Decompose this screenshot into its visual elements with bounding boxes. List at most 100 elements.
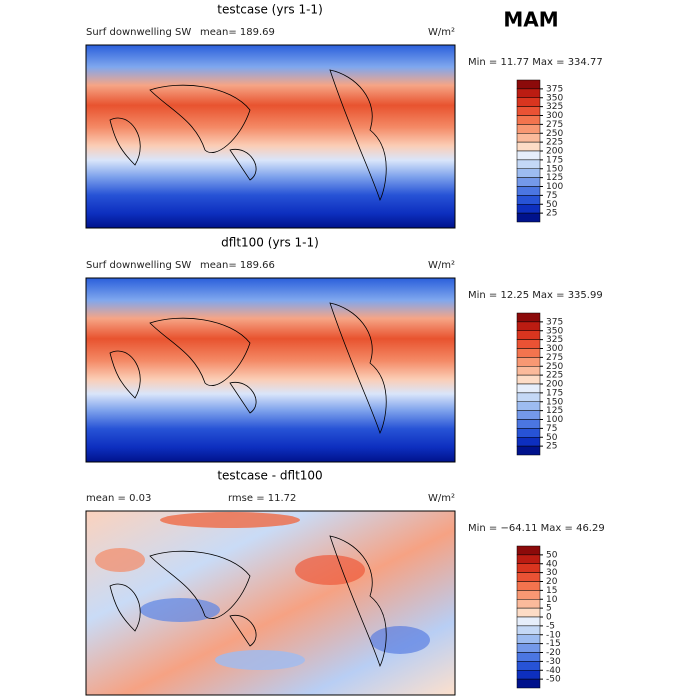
colorbar-box — [516, 177, 541, 187]
colorbar-label: 50 — [546, 200, 558, 210]
left-label: Surf downwelling SW — [86, 260, 191, 271]
colorbar-box — [516, 374, 541, 385]
colorbar-box — [516, 437, 541, 447]
colorbar-label: 325 — [546, 335, 563, 345]
colorbar-box — [516, 590, 541, 600]
map-2 — [85, 277, 456, 463]
colorbar-label: 50 — [546, 550, 558, 560]
center-label: mean= 189.69 — [200, 27, 275, 38]
colorbar-box — [516, 339, 541, 349]
colorbar-box — [516, 348, 541, 358]
colorbar-box — [516, 625, 541, 635]
units: W/m² — [428, 493, 455, 504]
colorbar-label: 30 — [546, 568, 558, 578]
colorbar-box — [516, 572, 541, 582]
stats: Min = 12.25 Max = 335.99 — [468, 290, 603, 301]
units: W/m² — [428, 260, 455, 271]
colorbar-box — [516, 195, 541, 205]
map-3 — [85, 510, 456, 696]
colorbar-box — [516, 616, 541, 627]
colorbar-box — [516, 563, 541, 573]
colorbar-box — [516, 186, 541, 196]
colorbar-label: 350 — [546, 326, 563, 336]
colorbar-box — [516, 428, 541, 438]
colorbar-box — [516, 383, 541, 394]
colorbar-box — [516, 330, 541, 340]
colorbar-label: -30 — [546, 657, 561, 667]
stats: Min = −64.11 Max = 46.29 — [468, 523, 605, 534]
colorbar-label: 150 — [546, 164, 563, 174]
stats: Min = 11.77 Max = 334.77 — [468, 57, 603, 68]
colorbar-label: 325 — [546, 102, 563, 112]
colorbar-label: 100 — [546, 415, 563, 425]
colorbar-label: 40 — [546, 559, 558, 569]
colorbar-box — [516, 366, 541, 376]
colorbar-box — [516, 545, 541, 556]
colorbar-label: 0 — [546, 613, 552, 623]
colorbar-label: 250 — [546, 129, 563, 139]
colorbar-box — [516, 212, 541, 223]
colorbar-box — [516, 445, 541, 456]
colorbar-box — [516, 643, 541, 653]
colorbar-box — [516, 106, 541, 116]
colorbar-box — [516, 204, 541, 214]
colorbar-box — [516, 357, 541, 367]
colorbar-box — [516, 670, 541, 680]
colorbar-box — [516, 168, 541, 178]
colorbar-label: 175 — [546, 155, 563, 165]
colorbar-box — [516, 410, 541, 420]
colorbar-box — [516, 312, 541, 323]
colorbar-box — [516, 124, 541, 134]
colorbar-label: -15 — [546, 639, 561, 649]
colorbar-box — [516, 661, 541, 671]
colorbar-label: 225 — [546, 138, 563, 148]
colorbar-box — [516, 607, 541, 618]
colorbar-label: 10 — [546, 595, 558, 605]
colorbar-label: 125 — [546, 173, 563, 183]
colorbar-label: 125 — [546, 406, 563, 416]
colorbar-label: -40 — [546, 666, 561, 676]
colorbar-label: 150 — [546, 397, 563, 407]
colorbar-label: 200 — [546, 380, 563, 390]
colorbar-label: 225 — [546, 371, 563, 381]
colorbar-label: -5 — [546, 621, 555, 631]
colorbar-label: 350 — [546, 93, 563, 103]
colorbar-label: 375 — [546, 84, 563, 94]
colorbar-label: 75 — [546, 191, 557, 201]
colorbar-box — [516, 159, 541, 169]
colorbar-box — [516, 150, 541, 161]
colorbar-label: 50 — [546, 433, 558, 443]
colorbar-box — [516, 419, 541, 429]
colorbar-label: 300 — [546, 344, 563, 354]
colorbar-label: -20 — [546, 648, 561, 658]
colorbar-box — [516, 141, 541, 152]
colorbar-box — [516, 554, 541, 564]
colorbar-box — [516, 115, 541, 125]
colorbar-label: 25 — [546, 209, 557, 219]
panel-title: dflt100 (yrs 1-1) — [221, 236, 319, 250]
colorbar-box — [516, 133, 541, 143]
colorbar-box — [516, 581, 541, 591]
colorbar-label: 75 — [546, 424, 557, 434]
colorbar-box — [516, 652, 541, 662]
colorbar-box — [516, 678, 541, 689]
colorbar-box — [516, 97, 541, 107]
colorbar-label: 5 — [546, 604, 552, 614]
colorbar-label: 20 — [546, 577, 558, 587]
colorbar-box — [516, 401, 541, 411]
colorbar-box — [516, 634, 541, 644]
colorbar-label: 250 — [546, 362, 563, 372]
panel-title: testcase (yrs 1-1) — [217, 3, 323, 17]
colorbar-label: 175 — [546, 388, 563, 398]
colorbar-label: 100 — [546, 182, 563, 192]
colorbar-box — [516, 88, 541, 98]
colorbar-box — [516, 79, 541, 90]
colorbar-label: 300 — [546, 111, 563, 121]
colorbar-label: 15 — [546, 586, 557, 596]
units: W/m² — [428, 27, 455, 38]
colorbar-label: 25 — [546, 442, 557, 452]
left-label: Surf downwelling SW — [86, 27, 191, 38]
colorbar-label: 275 — [546, 120, 563, 130]
map-1 — [85, 44, 456, 229]
